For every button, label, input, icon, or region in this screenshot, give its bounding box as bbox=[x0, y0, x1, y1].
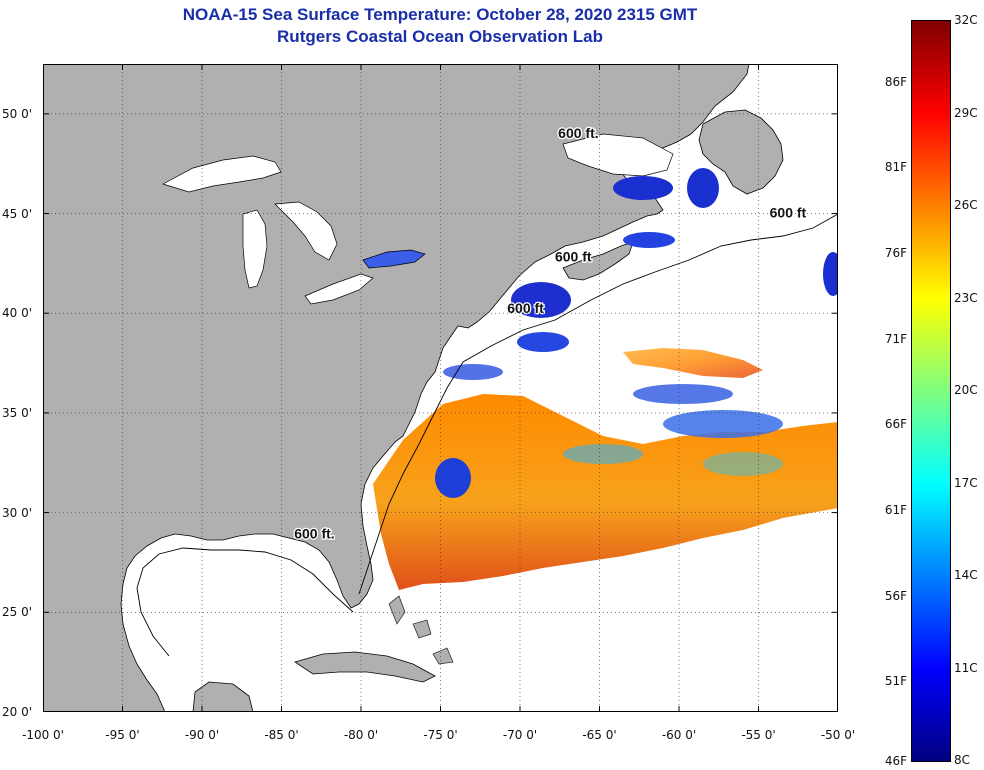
depth-contour-label: 600 ft bbox=[507, 300, 544, 316]
sst-swath-main bbox=[373, 394, 838, 590]
depth-contour-label: 600 ft. bbox=[558, 125, 598, 141]
gulf-st-lawrence bbox=[562, 133, 674, 177]
celsius-label: 26C bbox=[954, 198, 978, 212]
sst-swath-north bbox=[623, 348, 763, 378]
depth-contour-600ft bbox=[358, 213, 838, 595]
celsius-label: 20C bbox=[954, 383, 978, 397]
fahrenheit-label: 51F bbox=[884, 674, 907, 689]
lake-superior bbox=[162, 155, 282, 193]
map-frame: 600 ft. 600 ft 600 ft 600 ft 600 ft. bbox=[43, 64, 838, 712]
lake-huron bbox=[274, 201, 338, 261]
temperature-colorbar bbox=[911, 20, 951, 762]
fahrenheit-label: 66F bbox=[884, 417, 907, 432]
land-bahamas bbox=[388, 595, 454, 665]
lake-ontario bbox=[362, 249, 426, 269]
celsius-label: 23C bbox=[954, 290, 978, 305]
celsius-label: 17C bbox=[954, 475, 978, 490]
fahrenheit-label: 76F bbox=[884, 245, 907, 260]
map-subtitle: Rutgers Coastal Ocean Observation Lab bbox=[277, 27, 603, 46]
lon-tick-label: -60 0' bbox=[661, 728, 697, 742]
fahrenheit-label: 56F bbox=[884, 588, 907, 603]
depth-contour-label: 600 ft bbox=[555, 248, 592, 264]
lat-tick-label: 50 0' bbox=[2, 106, 33, 121]
lat-tick-label: 40 0' bbox=[2, 306, 33, 321]
fahrenheit-label: 71F bbox=[884, 331, 907, 346]
celsius-label: 14C bbox=[954, 568, 978, 582]
lon-tick-label: -90 0' bbox=[184, 728, 220, 742]
celsius-label: 29C bbox=[954, 105, 978, 120]
lat-tick-label: 35 0' bbox=[2, 405, 33, 420]
lat-tick-label: 30 0' bbox=[2, 505, 33, 520]
lon-tick-label: -80 0' bbox=[343, 728, 379, 742]
fahrenheit-label: 81F bbox=[884, 160, 907, 175]
lon-tick-label: -65 0' bbox=[582, 728, 617, 742]
celsius-label: 11C bbox=[954, 660, 978, 675]
depth-contour-label: 600 ft bbox=[770, 205, 807, 221]
fahrenheit-label: 46F bbox=[884, 754, 907, 768]
lat-tick-label: 25 0' bbox=[2, 605, 33, 620]
land-nova-scotia bbox=[562, 241, 634, 281]
cold-water-patches bbox=[435, 168, 838, 498]
lat-tick-label: 20 0' bbox=[2, 705, 33, 719]
fahrenheit-label: 61F bbox=[884, 502, 907, 517]
land-yucatan bbox=[192, 681, 254, 712]
lake-michigan bbox=[242, 209, 268, 289]
celsius-label: 8C bbox=[954, 753, 971, 767]
lake-erie bbox=[304, 273, 374, 305]
lon-tick-label: -75 0' bbox=[423, 728, 458, 742]
lat-tick-label: 45 0' bbox=[2, 206, 33, 221]
lon-tick-label: -55 0' bbox=[741, 728, 776, 742]
lon-tick-label: -85 0' bbox=[264, 728, 299, 742]
depth-contour-gulf bbox=[136, 547, 354, 657]
lon-tick-label: -70 0' bbox=[502, 728, 538, 742]
lon-tick-label: -95 0' bbox=[105, 728, 140, 742]
land-newfoundland bbox=[698, 109, 784, 195]
sst-map: 600 ft. 600 ft 600 ft 600 ft 600 ft. bbox=[43, 64, 838, 712]
lon-tick-label: -50 0' bbox=[820, 728, 856, 742]
celsius-label: 32C bbox=[954, 13, 978, 27]
fahrenheit-label: 86F bbox=[884, 74, 907, 89]
land-cuba bbox=[294, 651, 436, 683]
lon-tick-label: -100 0' bbox=[22, 728, 64, 742]
depth-contour-label: 600 ft. bbox=[294, 526, 334, 542]
title-block: NOAA-15 Sea Surface Temperature: October… bbox=[40, 4, 840, 48]
map-title: NOAA-15 Sea Surface Temperature: October… bbox=[182, 5, 698, 24]
